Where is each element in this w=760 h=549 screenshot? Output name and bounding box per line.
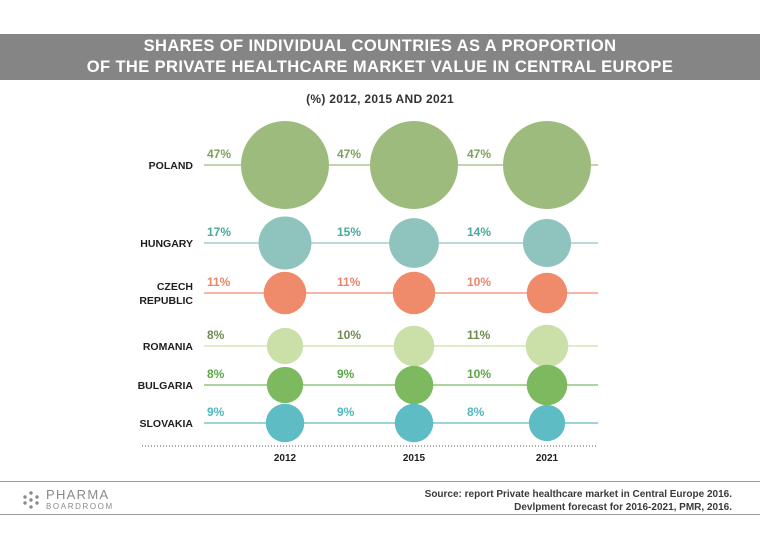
year-label-2021: 2021 bbox=[536, 453, 559, 464]
bubble-slovakia-2021 bbox=[528, 404, 566, 442]
value-label-slovakia-2015: 9% bbox=[337, 405, 355, 419]
pharma-boardroom-logo: PHARMA BOARDROOM bbox=[22, 488, 114, 511]
value-label-slovakia-2012: 9% bbox=[207, 405, 225, 419]
value-label-hungary-2015: 15% bbox=[337, 225, 361, 239]
bubble-poland-2015 bbox=[370, 121, 458, 209]
bubble-hungary-2015 bbox=[389, 218, 439, 268]
bubble-hungary-2012 bbox=[258, 216, 312, 270]
source-note: Source: report Private healthcare market… bbox=[425, 488, 732, 514]
source-line-2: Devlpment forecast for 2016-2021, PMR, 2… bbox=[514, 502, 732, 513]
logo-sub-text: BOARDROOM bbox=[46, 502, 114, 511]
bubble-romania-2012 bbox=[266, 327, 304, 365]
bubble-bulgaria-2021 bbox=[526, 364, 568, 406]
bubble-czech-republic-2021 bbox=[526, 272, 568, 314]
value-label-slovakia-2021: 8% bbox=[467, 405, 485, 419]
bubble-czech-republic-2015 bbox=[392, 271, 436, 315]
value-label-czech-republic-2015: 11% bbox=[337, 275, 361, 289]
value-label-romania-2015: 10% bbox=[337, 328, 361, 342]
value-label-hungary-2012: 17% bbox=[207, 225, 231, 239]
bubble-slovakia-2012 bbox=[265, 403, 305, 443]
footer-divider-bottom bbox=[0, 514, 760, 515]
value-label-poland-2015: 47% bbox=[337, 147, 361, 161]
country-label-czech-republic: REPUBLIC bbox=[139, 295, 193, 307]
chart-subtitle: (%) 2012, 2015 AND 2021 bbox=[306, 92, 454, 106]
bubble-czech-republic-2012 bbox=[263, 271, 307, 315]
country-label-slovakia: SLOVAKIA bbox=[140, 418, 194, 430]
chart-title-line2: OF THE PRIVATE HEALTHCARE MARKET VALUE I… bbox=[86, 58, 674, 76]
value-label-czech-republic-2012: 11% bbox=[207, 275, 231, 289]
bubble-hungary-2021 bbox=[522, 218, 572, 268]
country-label-hungary: HUNGARY bbox=[140, 238, 193, 250]
value-label-poland-2021: 47% bbox=[467, 147, 491, 161]
bubble-slovakia-2015 bbox=[394, 403, 434, 443]
logo-dots-icon bbox=[23, 490, 39, 509]
value-label-bulgaria-2021: 10% bbox=[467, 367, 491, 381]
country-label-romania: ROMANIA bbox=[143, 341, 194, 353]
bubble-romania-2021 bbox=[525, 324, 569, 368]
value-label-bulgaria-2015: 9% bbox=[337, 367, 355, 381]
value-label-poland-2012: 47% bbox=[207, 147, 231, 161]
logo-main-text: PHARMA bbox=[46, 487, 110, 502]
year-label-2015: 2015 bbox=[403, 453, 426, 464]
country-label-bulgaria: BULGARIA bbox=[138, 380, 194, 392]
value-label-czech-republic-2021: 10% bbox=[467, 275, 491, 289]
bubble-bulgaria-2015 bbox=[394, 365, 434, 405]
chart-title-line1: SHARES OF INDIVIDUAL COUNTRIES AS A PROP… bbox=[143, 37, 617, 55]
value-label-bulgaria-2012: 8% bbox=[207, 367, 225, 381]
country-label-czech-republic: CZECH bbox=[157, 281, 193, 293]
bubble-romania-2015 bbox=[393, 325, 435, 367]
bubble-bulgaria-2012 bbox=[266, 366, 304, 404]
country-label-poland: POLAND bbox=[149, 160, 194, 172]
title-bar: SHARES OF INDIVIDUAL COUNTRIES AS A PROP… bbox=[0, 34, 760, 80]
value-label-hungary-2021: 14% bbox=[467, 225, 491, 239]
source-line-1: Source: report Private healthcare market… bbox=[424, 489, 732, 500]
value-label-romania-2012: 8% bbox=[207, 328, 225, 342]
value-label-romania-2021: 11% bbox=[467, 328, 491, 342]
year-label-2012: 2012 bbox=[274, 453, 297, 464]
footer-divider-top bbox=[0, 481, 760, 482]
bubble-poland-2012 bbox=[241, 121, 329, 209]
bubble-poland-2021 bbox=[503, 121, 591, 209]
